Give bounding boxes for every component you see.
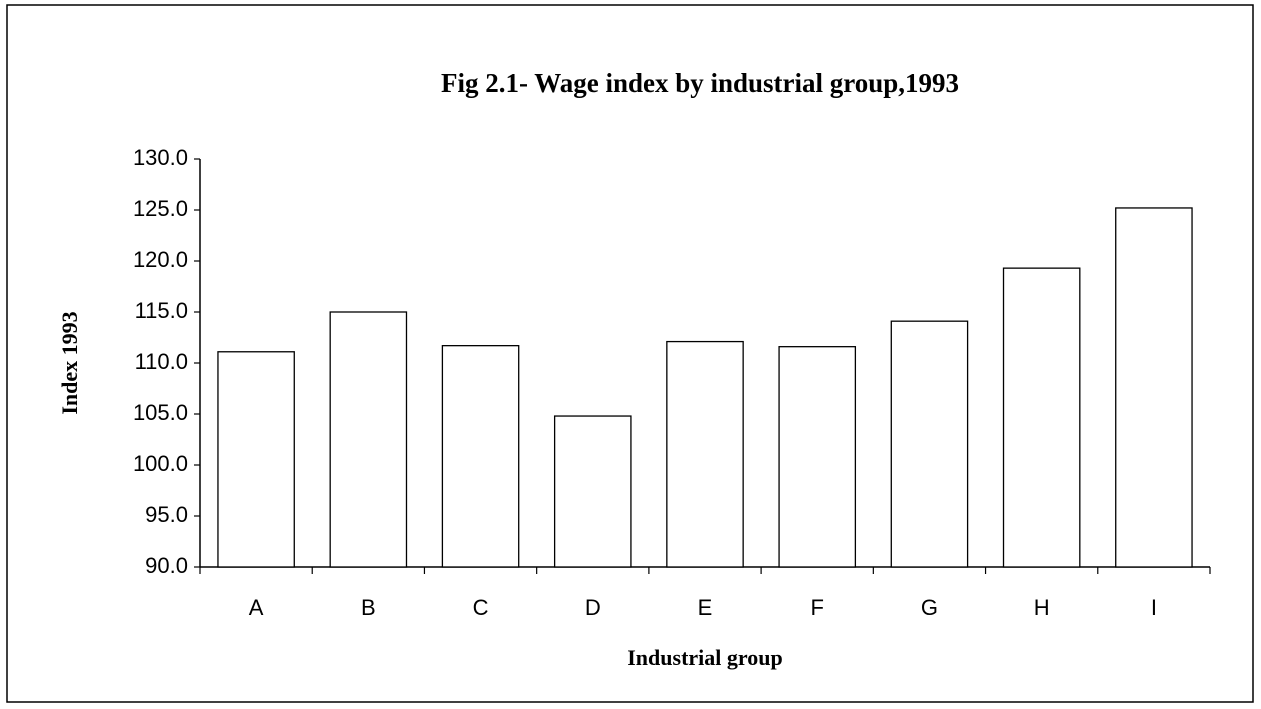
bar [441, 345, 520, 568]
bar [553, 415, 632, 568]
x-tick-label: C [473, 595, 489, 620]
x-tick-label: E [698, 595, 713, 620]
x-tick-label: D [585, 595, 601, 620]
bar [1002, 267, 1081, 568]
x-tick-label: H [1034, 595, 1050, 620]
y-tick-label: 105.0 [133, 400, 188, 425]
bar [329, 311, 408, 568]
x-tick-label: B [361, 595, 376, 620]
bar [217, 351, 295, 568]
x-tick-label: I [1151, 595, 1157, 620]
x-tick-label: F [810, 595, 823, 620]
bar [778, 346, 857, 568]
y-tick-label: 120.0 [133, 247, 188, 272]
chart-title: Fig 2.1- Wage index by industrial group,… [441, 68, 959, 98]
bar [666, 340, 744, 568]
y-tick-label: 95.0 [145, 502, 188, 527]
y-tick-label: 130.0 [133, 145, 188, 170]
y-tick-label: 100.0 [133, 451, 188, 476]
y-tick-label: 115.0 [135, 298, 188, 323]
y-tick-label: 90.0 [145, 553, 188, 578]
frame [6, 4, 1254, 703]
y-tick-label: 125.0 [133, 196, 188, 221]
bar [890, 320, 969, 568]
y-axis-label: Index 1993 [57, 311, 82, 414]
x-tick-label: A [249, 595, 264, 620]
y-tick-label: 110.0 [135, 349, 188, 374]
x-axis-label: Industrial group [627, 645, 782, 670]
x-tick-label: G [921, 595, 938, 620]
bar [1115, 207, 1193, 568]
